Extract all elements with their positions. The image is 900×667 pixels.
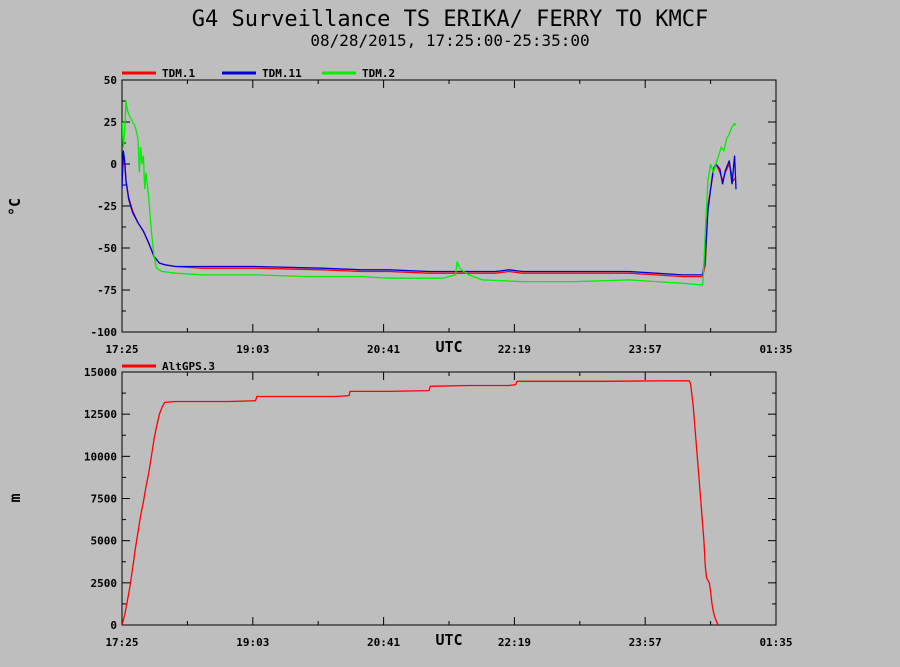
x-tick-label: 23:57 <box>629 343 662 356</box>
x-axis-label: UTC <box>435 631 462 649</box>
chart-panel-1: -100 -75 -50 -25 0 25 50 17:25 19:03 20:41 22:19 23… <box>6 67 793 356</box>
series-line-altgps-3 <box>122 380 720 625</box>
x-tick-label: 20:41 <box>367 343 400 356</box>
y-tick-label: 7500 <box>91 493 118 506</box>
x-tick-label: 23:57 <box>629 636 662 649</box>
y-tick-label: 12500 <box>84 408 117 421</box>
x-tick-label: 01:35 <box>759 343 792 356</box>
series-line-tdm-2 <box>122 100 737 286</box>
y-tick-label: 5000 <box>91 535 118 548</box>
x-tick-label: 22:19 <box>498 343 531 356</box>
series-line-tdm-11 <box>122 150 737 276</box>
x-tick-label: 22:19 <box>498 636 531 649</box>
x-tick-label: 17:25 <box>105 343 138 356</box>
y-axis-label: m <box>6 493 24 502</box>
chart-panel-2: 0 2500 5000 7500 10000 12500 15000 17:25 19:03 20… <box>6 360 793 649</box>
x-tick-label: 19:03 <box>236 636 269 649</box>
chart-subtitle: 08/28/2015, 17:25:00-25:35:00 <box>310 31 589 50</box>
x-tick-label: 17:25 <box>105 636 138 649</box>
y-tick-label: -25 <box>97 200 117 213</box>
x-tick-label: 20:41 <box>367 636 400 649</box>
y-tick-label: 25 <box>104 116 117 129</box>
legend-label: AltGPS.3 <box>162 360 215 373</box>
y-tick-label: 10000 <box>84 450 117 463</box>
x-tick-label: 01:35 <box>759 636 792 649</box>
y-tick-label: -100 <box>91 326 118 339</box>
legend-label: TDM.2 <box>362 67 395 80</box>
y-tick-label: -75 <box>97 284 117 297</box>
x-tick-label: 19:03 <box>236 343 269 356</box>
y-tick-label: 15000 <box>84 366 117 379</box>
y-tick-label: 0 <box>110 158 117 171</box>
chart-title: G4 Surveillance TS ERIKA/ FERRY TO KMCF <box>192 7 709 32</box>
legend-label: TDM.11 <box>262 67 302 80</box>
x-axis-label: UTC <box>435 338 462 356</box>
y-axis-label: °C <box>6 198 24 216</box>
series-line-tdm-1 <box>122 155 737 278</box>
y-tick-label: 50 <box>104 74 117 87</box>
y-tick-label: 0 <box>110 619 117 632</box>
legend-label: TDM.1 <box>162 67 195 80</box>
plot-frame <box>121 79 777 333</box>
chart-panels: -100 -75 -50 -25 0 25 50 17:25 19:03 20:41 22:19 23… <box>6 67 793 649</box>
plot-frame <box>121 371 777 626</box>
y-tick-label: 2500 <box>91 577 118 590</box>
y-tick-label: -50 <box>97 242 117 255</box>
